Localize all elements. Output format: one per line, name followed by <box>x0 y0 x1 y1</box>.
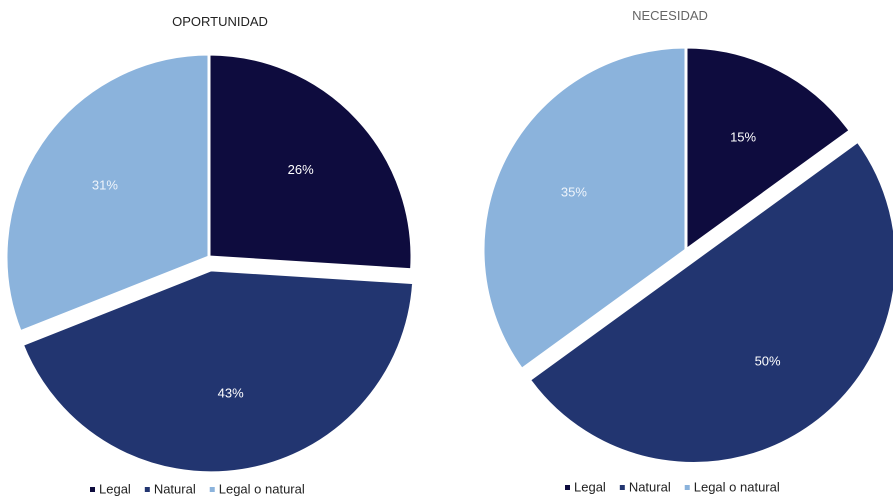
chart-title-oportunidad: OPORTUNIDAD <box>172 14 268 29</box>
chart-title-necesidad: NECESIDAD <box>632 8 708 23</box>
pie-slice-legal-o-natural <box>4 52 211 334</box>
pie-slices-necesidad: 15% 50% 35% <box>481 45 893 466</box>
legend-swatch <box>90 487 95 492</box>
pie-slice-natural <box>20 268 416 475</box>
pie-slice-legal <box>207 52 414 272</box>
pie-slice-legal <box>684 45 853 253</box>
legend-oportunidad: Legal Natural Legal o natural <box>90 481 305 496</box>
legend-swatch <box>209 487 215 492</box>
slice-value-label: 15% <box>730 129 756 144</box>
legend-swatch <box>619 485 625 490</box>
legend-label: Natural <box>154 481 196 496</box>
pie-slice-legal-o-natural <box>481 45 688 372</box>
legend-label: Legal o natural <box>694 479 780 494</box>
legend-swatch <box>565 485 570 490</box>
legend-necesidad: Legal Natural Legal o natural <box>565 479 780 494</box>
legend-label: Legal <box>99 481 131 496</box>
slice-value-label: 26% <box>288 162 314 177</box>
slice-value-label: 31% <box>92 178 118 193</box>
chart-oportunidad: OPORTUNIDAD 26% 43% 31% Legal Natural Legal … <box>4 14 416 496</box>
chart-necesidad: NECESIDAD 15% 50% 35% Legal Natural Legal o … <box>481 8 893 494</box>
slice-value-label: 50% <box>755 354 781 369</box>
pie-slices-oportunidad: 26% 43% 31% <box>4 52 416 475</box>
legend-label: Natural <box>629 479 671 494</box>
slice-value-label: 35% <box>561 184 587 199</box>
slice-value-label: 43% <box>218 386 244 401</box>
pie-slice-natural <box>527 139 893 466</box>
legend-swatch <box>684 485 690 490</box>
legend-label: Legal <box>574 479 606 494</box>
legend-swatch <box>144 487 150 492</box>
legend-label: Legal o natural <box>219 481 305 496</box>
